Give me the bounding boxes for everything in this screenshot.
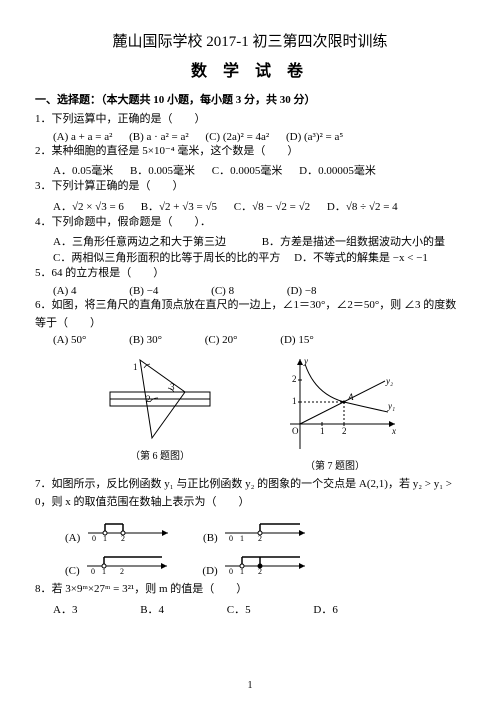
q2-C: C．0.0005毫米: [212, 162, 283, 178]
section1-head: 一、选择题：（本大题共 10 小题，每小题 3 分，共 30 分）: [35, 91, 465, 107]
q6-D: (D) 15°: [280, 334, 313, 346]
numline-C: 01 2: [82, 548, 172, 574]
svg-text:1: 1: [292, 396, 297, 406]
q7-A-wrap: (A) 01 2: [65, 515, 173, 544]
svg-text:2: 2: [258, 534, 262, 541]
q7-C: (C): [65, 565, 80, 577]
q5-C: (C) 8: [211, 285, 234, 297]
q3-B: B．√2 + √3 = √5: [141, 198, 217, 214]
q6-opts: (A) 50° (B) 30° (C) 20° (D) 15°: [35, 334, 465, 346]
q3-A: A．√2 × √3 = 6: [53, 198, 124, 214]
svg-text:1: 1: [133, 362, 138, 372]
svg-text:2: 2: [342, 426, 347, 436]
svg-text:0: 0: [229, 534, 233, 541]
q1-C: (C) (2a)² = 4a²: [205, 131, 269, 143]
svg-text:2: 2: [146, 394, 151, 404]
q8-C: C．5: [227, 601, 251, 617]
numline-D: 01 2: [220, 548, 310, 574]
q8-D: D．6: [313, 601, 337, 617]
q4-B: B．方差是描述一组数据波动大小的量: [262, 236, 445, 248]
q3-stem: 3．下列计算正确的是（ ）: [35, 178, 465, 196]
numline-A: 01 2: [83, 515, 173, 541]
q8-B: B．4: [140, 601, 164, 617]
svg-text:1: 1: [240, 567, 244, 574]
svg-text:O: O: [292, 426, 299, 436]
q3-D: D．√8 ÷ √2 = 4: [327, 198, 398, 214]
page-title: 麓山国际学校 2017-1 初三第四次限时训练: [35, 30, 465, 51]
svg-text:0: 0: [92, 534, 96, 541]
svg-text:2: 2: [258, 567, 262, 574]
q4-A: A．三角形任意两边之和大于第三边: [53, 236, 226, 248]
q7-B: (B): [203, 532, 218, 544]
svg-text:1: 1: [103, 534, 107, 541]
fig7-caption: （第 7 题图）: [270, 457, 400, 472]
svg-text:2: 2: [292, 374, 297, 384]
q5-A: (A) 4: [53, 285, 77, 297]
q1-A: (A) a + a = a²: [53, 131, 112, 143]
q6-A: (A) 50°: [53, 334, 86, 346]
q4-D: D．不等式的解集是 −x < −1: [294, 252, 428, 264]
q7-row2: (C) 012 (D) 012: [35, 548, 465, 577]
q2-D: D．0.00005毫米: [299, 162, 376, 178]
q7-D-wrap: (D) 01 2: [202, 548, 310, 577]
q5-B: (B) −4: [129, 285, 158, 297]
q8-opts: A．3 B．4 C．5 D．6: [35, 601, 465, 617]
svg-text:y₂: y₂: [385, 376, 393, 386]
q3-opts: A．√2 × √3 = 6 B．√2 + √3 = √5 C．√8 − √2 =…: [35, 198, 465, 214]
page-subtitle: 数 学 试 卷: [35, 57, 465, 81]
q5-stem: 5．64 的立方根是（ ）: [35, 265, 465, 283]
fig6-wrap: 1 2 3 （第 6 题图）: [100, 354, 220, 472]
q1-stem: 1．下列运算中，正确的是（ ）: [35, 111, 465, 129]
svg-text:1: 1: [320, 426, 325, 436]
q7-B-wrap: (B) 01 2: [203, 515, 310, 544]
q1-B: (B) a · a² = a²: [129, 131, 189, 143]
svg-text:x: x: [391, 426, 396, 436]
q6-C: (C) 20°: [205, 334, 238, 346]
q8-stem: 8．若 3×9ᵐ×27ᵐ = 3²¹，则 m 的值是（ ）: [35, 581, 465, 599]
q7-A: (A): [65, 532, 80, 544]
numline-B: 01 2: [220, 515, 310, 541]
q5-D: (D) −8: [287, 285, 317, 297]
fig6-caption: （第 6 题图）: [100, 447, 220, 462]
q5-opts: (A) 4 (B) −4 (C) 8 (D) −8: [35, 285, 465, 297]
svg-text:0: 0: [229, 567, 233, 574]
q1-opts: (A) a + a = a² (B) a · a² = a² (C) (2a)²…: [35, 131, 465, 143]
svg-text:0: 0: [91, 567, 95, 574]
q2-B: B．0.005毫米: [130, 162, 195, 178]
q7-D: (D): [202, 565, 217, 577]
q1-D: (D) (a³)² = a⁵: [286, 131, 343, 143]
svg-text:A: A: [347, 392, 354, 402]
fig7-wrap: x y O 1 2 1 2 y₂ y₁ A （第 7 题图）: [270, 354, 400, 472]
q6-B: (B) 30°: [129, 334, 162, 346]
q7-C-wrap: (C) 01 2: [65, 548, 172, 577]
fig6-svg: 1 2 3: [100, 354, 220, 444]
svg-text:1: 1: [240, 534, 244, 541]
fig7-svg: x y O 1 2 1 2 y₂ y₁ A: [270, 354, 400, 454]
q4-stem: 4．下列命题中，假命题是（ ）．: [35, 214, 465, 232]
svg-text:y₁: y₁: [387, 401, 395, 411]
q8-A: A．3: [53, 601, 77, 617]
q3-C: C．√8 − √2 = √2: [234, 198, 310, 214]
q7-row1: (A) 012 (B) 012: [35, 515, 465, 544]
svg-text:1: 1: [102, 567, 106, 574]
q6-stem: 6．如图，将三角尺的直角顶点放在直尺的一边上，∠1＝30°，∠2＝50°，则 ∠…: [35, 297, 465, 332]
q2-opts: A．0.05毫米 B．0.005毫米 C．0.0005毫米 D．0.00005毫…: [35, 162, 465, 178]
svg-text:2: 2: [120, 567, 124, 574]
svg-text:2: 2: [121, 534, 125, 541]
q4-opts: A．三角形任意两边之和大于第三边 B．方差是描述一组数据波动大小的量 C．两相似…: [35, 233, 465, 265]
q4-C: C．两相似三角形面积的比等于周长的比的平方: [53, 252, 280, 264]
q2-A: A．0.05毫米: [53, 162, 113, 178]
figure-row: 1 2 3 （第 6 题图） x y O 1 2 1 2 y₂: [35, 354, 465, 472]
q7-stem: 7．如图所示，反比例函数 y₁ 与正比例函数 y₂ 的图象的一个交点是 A(2,…: [35, 476, 465, 511]
page-number: 1: [0, 680, 500, 691]
q2-stem: 2．某种细胞的直径是 5×10⁻⁴ 毫米，这个数是（ ）: [35, 143, 465, 161]
